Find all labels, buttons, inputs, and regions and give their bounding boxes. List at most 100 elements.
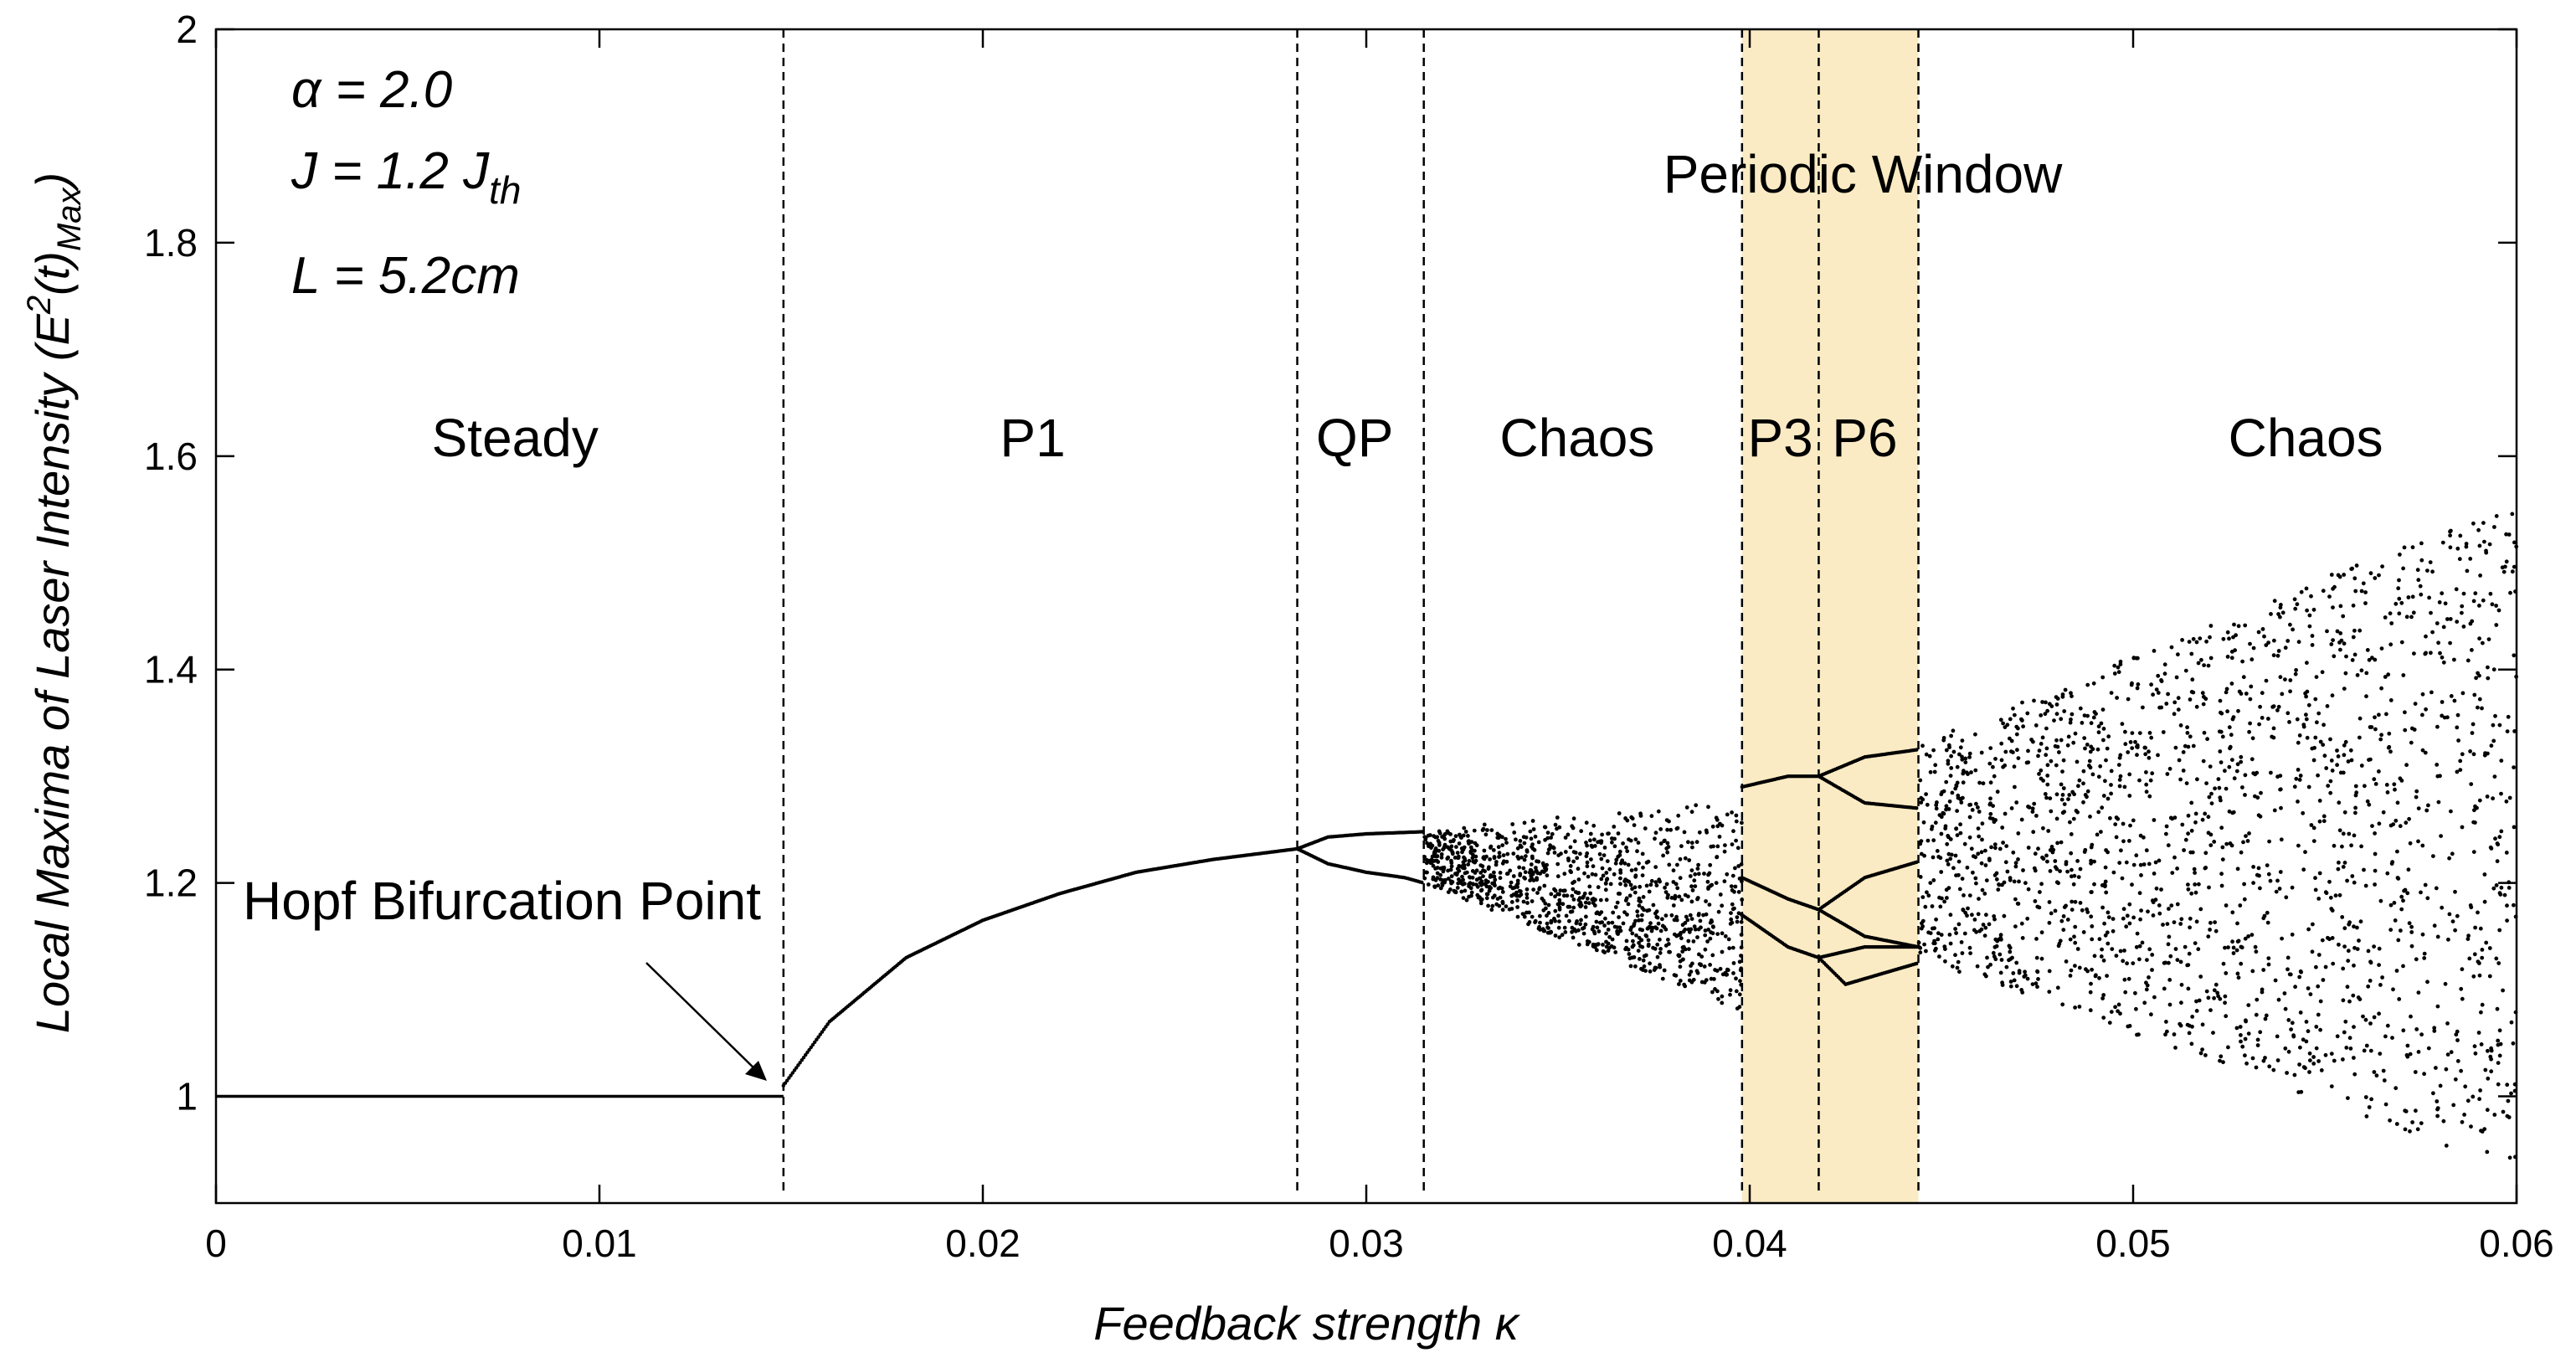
point bbox=[1481, 874, 1485, 878]
point bbox=[1965, 865, 1970, 870]
point bbox=[1988, 811, 1993, 816]
point bbox=[1441, 869, 1446, 874]
point bbox=[2316, 953, 2321, 957]
point bbox=[2147, 794, 2152, 799]
point bbox=[1983, 848, 1987, 853]
point bbox=[2342, 944, 2347, 949]
point bbox=[1641, 958, 1646, 963]
point bbox=[1664, 882, 1669, 887]
point bbox=[1602, 846, 1607, 850]
point bbox=[1939, 831, 1944, 836]
point bbox=[2260, 691, 2265, 696]
point bbox=[2053, 908, 2058, 913]
point bbox=[2388, 928, 2393, 932]
point bbox=[2497, 1053, 2502, 1058]
point bbox=[2357, 997, 2363, 1001]
point bbox=[1487, 888, 1492, 893]
point bbox=[2109, 691, 2114, 695]
point bbox=[1977, 897, 1981, 901]
point bbox=[2328, 790, 2333, 795]
point bbox=[2476, 705, 2480, 710]
point bbox=[1432, 858, 1437, 863]
point bbox=[2045, 782, 2050, 787]
point bbox=[2473, 804, 2477, 809]
point bbox=[1998, 846, 2003, 851]
point bbox=[2223, 994, 2228, 999]
point bbox=[2224, 841, 2229, 846]
point bbox=[1525, 896, 1530, 900]
point bbox=[2368, 979, 2373, 983]
point bbox=[2043, 792, 2048, 796]
chart-labels: Feedback strength κ Local Maxima of Lase… bbox=[21, 61, 2383, 1350]
point bbox=[1663, 913, 1668, 918]
point bbox=[2235, 867, 2240, 872]
point bbox=[2455, 1038, 2460, 1042]
point bbox=[2434, 886, 2439, 891]
point bbox=[1653, 880, 1658, 884]
point bbox=[2293, 671, 2298, 676]
point bbox=[1431, 875, 1436, 880]
point bbox=[2358, 919, 2363, 924]
point bbox=[1459, 889, 1464, 894]
point bbox=[1610, 840, 1614, 845]
point bbox=[2289, 1027, 2294, 1031]
point bbox=[2495, 859, 2500, 864]
y-axis-title-main: Local Maxima of Laser Intensity (E bbox=[26, 314, 79, 1034]
point bbox=[2313, 697, 2318, 702]
point bbox=[1718, 892, 1723, 897]
point bbox=[1728, 992, 1732, 997]
point bbox=[2347, 922, 2352, 927]
point bbox=[2164, 702, 2169, 706]
point bbox=[2435, 1004, 2440, 1009]
point bbox=[1734, 819, 1739, 824]
point bbox=[1607, 921, 1611, 925]
point bbox=[2233, 648, 2238, 653]
point bbox=[2148, 778, 2153, 783]
point bbox=[2266, 717, 2270, 721]
point bbox=[1542, 825, 1547, 830]
point bbox=[2330, 936, 2335, 940]
point bbox=[2399, 907, 2404, 912]
point bbox=[2499, 829, 2504, 834]
point bbox=[2114, 815, 2119, 820]
point bbox=[1616, 892, 1621, 896]
point bbox=[2173, 947, 2178, 951]
point bbox=[2167, 907, 2171, 911]
point bbox=[2068, 974, 2073, 978]
point bbox=[2243, 1036, 2248, 1041]
point bbox=[2352, 652, 2357, 657]
point bbox=[1954, 826, 1959, 831]
point bbox=[1571, 897, 1576, 902]
point bbox=[2253, 944, 2258, 949]
point bbox=[2198, 907, 2203, 912]
point bbox=[1993, 846, 1998, 851]
point bbox=[2341, 966, 2346, 971]
point bbox=[1681, 929, 1686, 934]
point bbox=[1545, 862, 1549, 867]
point bbox=[1565, 893, 1570, 898]
point bbox=[2422, 951, 2427, 956]
point bbox=[2507, 1155, 2512, 1160]
point bbox=[2395, 849, 2399, 854]
point bbox=[2331, 961, 2336, 966]
point bbox=[2118, 662, 2123, 666]
point bbox=[1604, 931, 1608, 936]
point bbox=[1515, 881, 1520, 886]
point bbox=[1635, 913, 1640, 918]
point bbox=[2361, 581, 2366, 586]
point bbox=[2448, 529, 2452, 534]
point bbox=[1644, 933, 1649, 939]
point bbox=[2014, 984, 2019, 989]
point bbox=[2307, 624, 2312, 629]
point bbox=[1730, 842, 1735, 846]
point bbox=[1737, 992, 1742, 997]
point bbox=[2076, 784, 2080, 789]
point bbox=[2226, 1045, 2230, 1050]
point bbox=[2325, 629, 2329, 634]
point bbox=[2499, 759, 2504, 763]
point bbox=[2311, 1062, 2316, 1066]
point bbox=[2280, 692, 2285, 697]
point bbox=[2377, 712, 2381, 717]
point bbox=[2420, 932, 2425, 937]
point bbox=[1654, 883, 1659, 887]
